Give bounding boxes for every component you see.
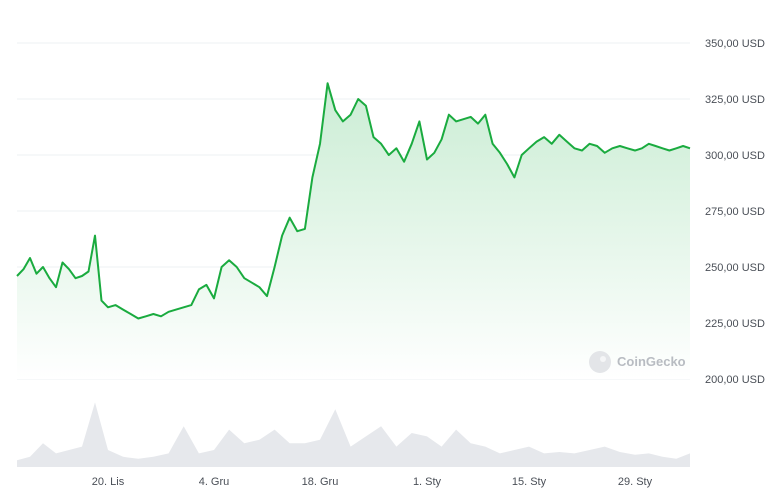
y-tick-label: 200,00 USD xyxy=(705,374,765,386)
y-tick-label: 325,00 USD xyxy=(705,94,765,106)
x-tick-label: 4. Gru xyxy=(199,476,230,488)
volume-area xyxy=(17,402,690,467)
y-tick-label: 350,00 USD xyxy=(705,38,765,50)
x-tick-label: 20. Lis xyxy=(92,476,125,488)
x-tick-label: 1. Sty xyxy=(413,476,442,488)
volume-shape xyxy=(17,402,690,467)
watermark-label: CoinGecko xyxy=(617,354,686,369)
y-tick-label: 275,00 USD xyxy=(705,206,765,218)
y-tick-label: 225,00 USD xyxy=(705,318,765,330)
x-tick-label: 29. Sty xyxy=(618,476,653,488)
coingecko-watermark: CoinGecko xyxy=(589,351,686,373)
price-area xyxy=(17,83,690,380)
gecko-logo-icon xyxy=(589,351,611,373)
gecko-eye-icon xyxy=(600,356,606,362)
y-axis-labels: 200,00 USD 225,00 USD 250,00 USD 275,00 USD… xyxy=(705,38,765,386)
x-tick-label: 15. Sty xyxy=(512,476,547,488)
y-tick-label: 300,00 USD xyxy=(705,150,765,162)
x-tick-label: 18. Gru xyxy=(302,476,339,488)
price-area-fill xyxy=(17,83,690,380)
price-line xyxy=(16,82,691,320)
y-tick-label: 250,00 USD xyxy=(705,262,765,274)
x-axis-labels: 20. Lis 4. Gru 18. Gru 1. Sty 15. Sty 29. Sty xyxy=(92,476,653,488)
price-series-line xyxy=(16,82,691,320)
